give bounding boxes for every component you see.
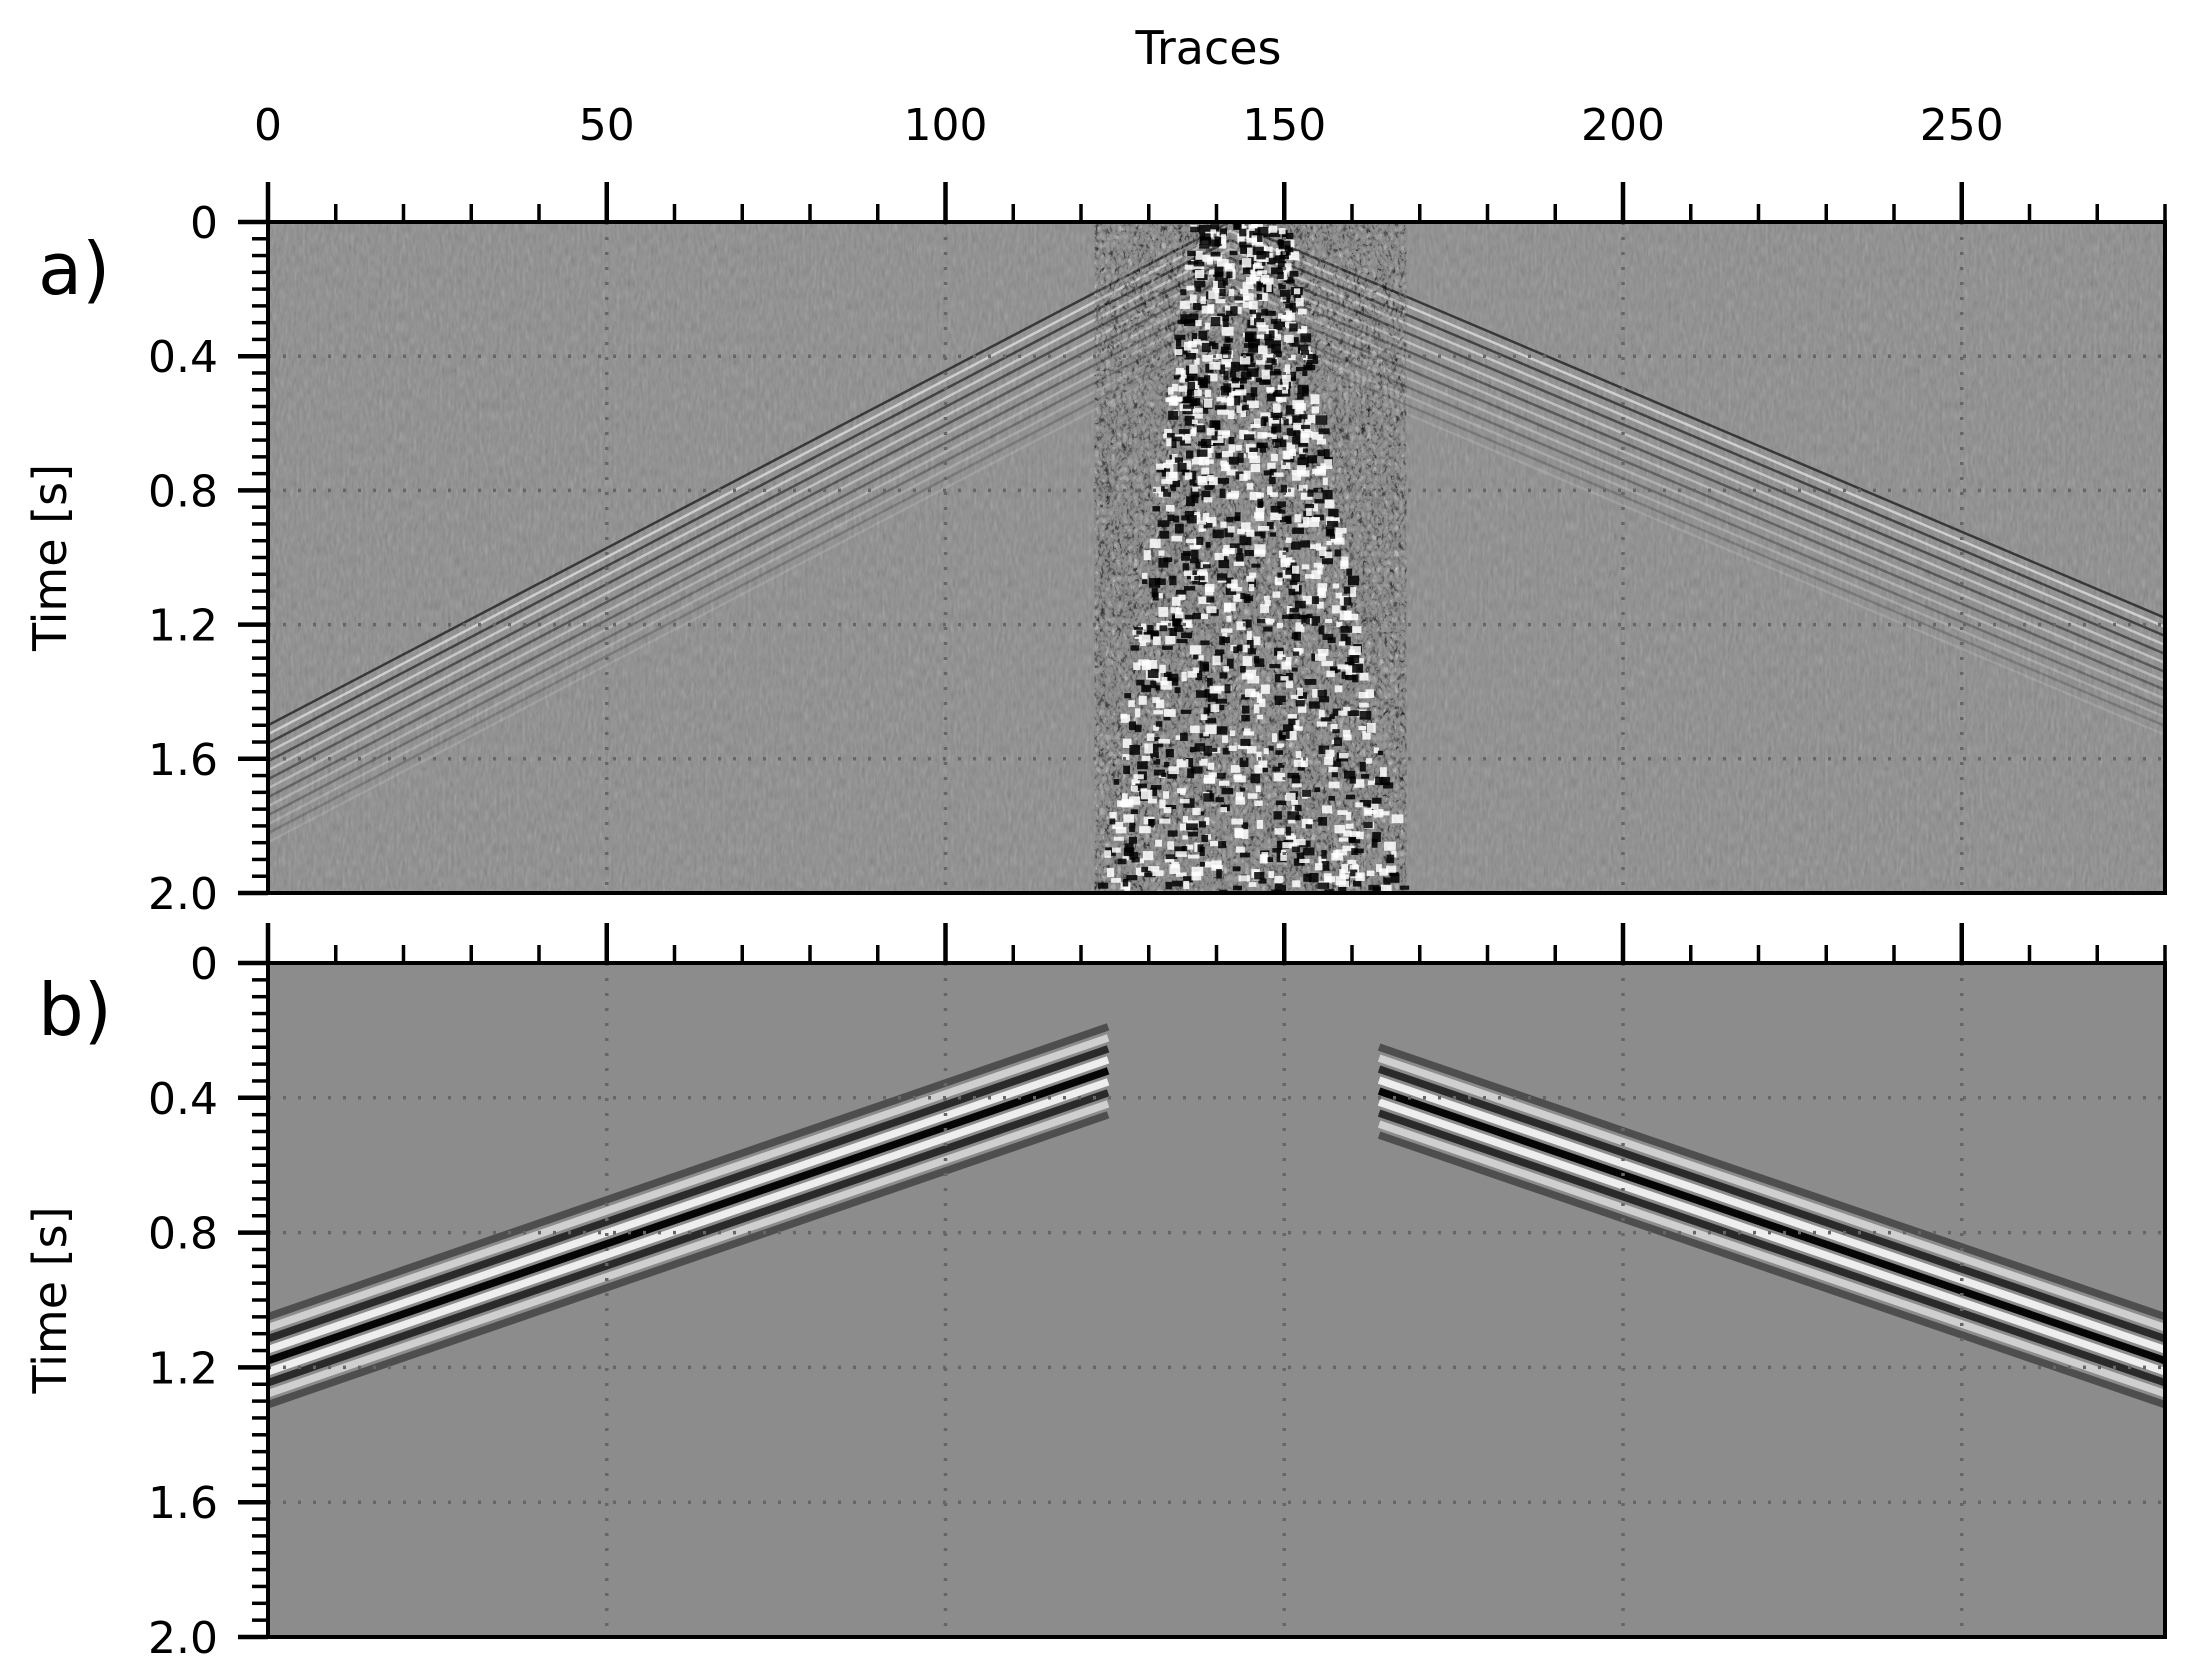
y-axis-title: Time [s]	[23, 464, 77, 652]
x-tick-label: 200	[1581, 100, 1665, 151]
grid	[268, 222, 2165, 893]
y-tick-label: 0.4	[148, 332, 218, 383]
x-axis-title: Traces	[1135, 21, 1282, 75]
x-axis-ticks	[265, 923, 2167, 963]
y-axis-ticks	[238, 960, 268, 1640]
reflection-event-right	[1377, 1043, 2165, 1409]
y-tick-label: 0	[190, 939, 218, 990]
y-tick-label: 2.0	[148, 1613, 218, 1664]
y-tick-label: 1.6	[148, 735, 218, 786]
x-tick-label: 250	[1920, 100, 2004, 151]
grid	[268, 963, 2165, 1637]
y-axis-ticks	[238, 219, 268, 896]
y-tick-label: 2.0	[148, 869, 218, 920]
y-tick-label: 0.4	[148, 1074, 218, 1125]
y-tick-label: 1.6	[148, 1478, 218, 1529]
x-tick-label: 50	[579, 100, 635, 151]
y-axis-title: Time [s]	[23, 1206, 77, 1394]
panel-a: 0 0.4 0.8 1.2 1.6 2.0 0 50 100 150 200 250 Traces Tim…	[23, 21, 2167, 920]
reflection-event-left	[268, 1023, 1110, 1409]
y-tick-label: 0.8	[148, 466, 218, 517]
reflection-events	[268, 1023, 2165, 1409]
x-axis-ticks	[265, 182, 2167, 222]
y-tick-label: 1.2	[148, 1343, 218, 1394]
x-tick-label: 150	[1242, 100, 1326, 151]
y-tick-label: 0	[190, 198, 218, 249]
ground-roll-noise-cone	[1094, 222, 1410, 893]
y-tick-label: 1.2	[148, 601, 218, 652]
x-tick-label: 100	[904, 100, 988, 151]
x-tick-label: 0	[254, 100, 282, 151]
y-tick-label: 0.8	[148, 1209, 218, 1260]
seismic-image	[268, 222, 2165, 893]
panel-label: b)	[38, 968, 112, 1052]
panel-label: a)	[38, 227, 110, 311]
seismic-image	[268, 1023, 2165, 1409]
panel-b: 0 0.4 0.8 1.2 1.6 2.0 Time [s] b)	[23, 923, 2167, 1664]
plot-background	[268, 963, 2165, 1637]
